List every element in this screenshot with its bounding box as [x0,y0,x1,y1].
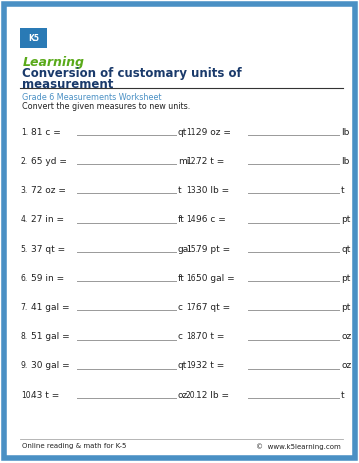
Text: ©  www.k5learning.com: © www.k5learning.com [256,442,341,449]
Text: 12.: 12. [186,156,198,165]
Text: 16.: 16. [186,273,198,282]
Text: 17.: 17. [186,302,198,311]
Text: lb: lb [341,156,349,165]
Text: 11.: 11. [186,127,198,136]
Text: 19.: 19. [186,361,198,369]
Text: 96 c =: 96 c = [196,215,225,224]
Text: 6.: 6. [21,273,28,282]
Text: 43 t =: 43 t = [31,390,59,399]
Text: K5: K5 [29,34,39,44]
Text: pt: pt [341,215,350,224]
Text: c: c [178,332,183,340]
Text: 70 t =: 70 t = [196,332,224,340]
Text: 59 in =: 59 in = [31,273,64,282]
Text: 5.: 5. [21,244,28,253]
Text: 1.: 1. [21,127,28,136]
Text: 2.: 2. [21,156,28,165]
Text: 8.: 8. [21,332,28,340]
Text: pt: pt [341,273,350,282]
Text: 10.: 10. [21,390,33,399]
Text: 9.: 9. [21,361,28,369]
Text: 14.: 14. [186,215,198,224]
Text: ft: ft [178,215,185,224]
Text: mi: mi [178,156,189,165]
Text: 32 t =: 32 t = [196,361,224,369]
Text: 81 c =: 81 c = [31,127,60,136]
Text: Learning: Learning [22,56,84,69]
Text: 13.: 13. [186,186,198,194]
Text: Convert the given measures to new units.: Convert the given measures to new units. [22,102,191,111]
Text: 65 yd =: 65 yd = [31,156,66,165]
Text: measurement: measurement [22,78,114,91]
Text: ft: ft [178,273,185,282]
Text: 7.: 7. [21,302,28,311]
Text: Grade 6 Measurements Worksheet: Grade 6 Measurements Worksheet [22,93,162,101]
Text: c: c [178,302,183,311]
Text: Conversion of customary units of: Conversion of customary units of [22,67,242,80]
Text: 27 in =: 27 in = [31,215,64,224]
Text: pt: pt [341,302,350,311]
Text: 37 qt =: 37 qt = [31,244,65,253]
Text: qt: qt [178,361,187,369]
Text: oz: oz [178,390,188,399]
Text: 18.: 18. [186,332,198,340]
Text: 72 oz =: 72 oz = [31,186,65,194]
Text: 67 qt =: 67 qt = [196,302,230,311]
Text: 12 lb =: 12 lb = [196,390,229,399]
Text: 29 oz =: 29 oz = [196,127,230,136]
Text: Online reading & math for K-5: Online reading & math for K-5 [22,442,127,448]
Text: oz: oz [341,332,351,340]
Text: oz: oz [341,361,351,369]
Text: 4.: 4. [21,215,28,224]
Text: 79 pt =: 79 pt = [196,244,230,253]
Text: 30 gal =: 30 gal = [31,361,69,369]
Text: 20.: 20. [186,390,198,399]
Text: qt: qt [341,244,350,253]
FancyBboxPatch shape [4,5,355,458]
Text: 3.: 3. [21,186,28,194]
Text: t: t [341,186,345,194]
Text: 72 t =: 72 t = [196,156,224,165]
Text: 41 gal =: 41 gal = [31,302,69,311]
Text: 30 lb =: 30 lb = [196,186,229,194]
Text: 50 gal =: 50 gal = [196,273,234,282]
Text: t: t [341,390,345,399]
Text: 15.: 15. [186,244,198,253]
Text: qt: qt [178,127,187,136]
Text: t: t [178,186,181,194]
Text: lb: lb [341,127,349,136]
Text: gal: gal [178,244,192,253]
FancyBboxPatch shape [20,29,47,49]
Text: 51 gal =: 51 gal = [31,332,69,340]
